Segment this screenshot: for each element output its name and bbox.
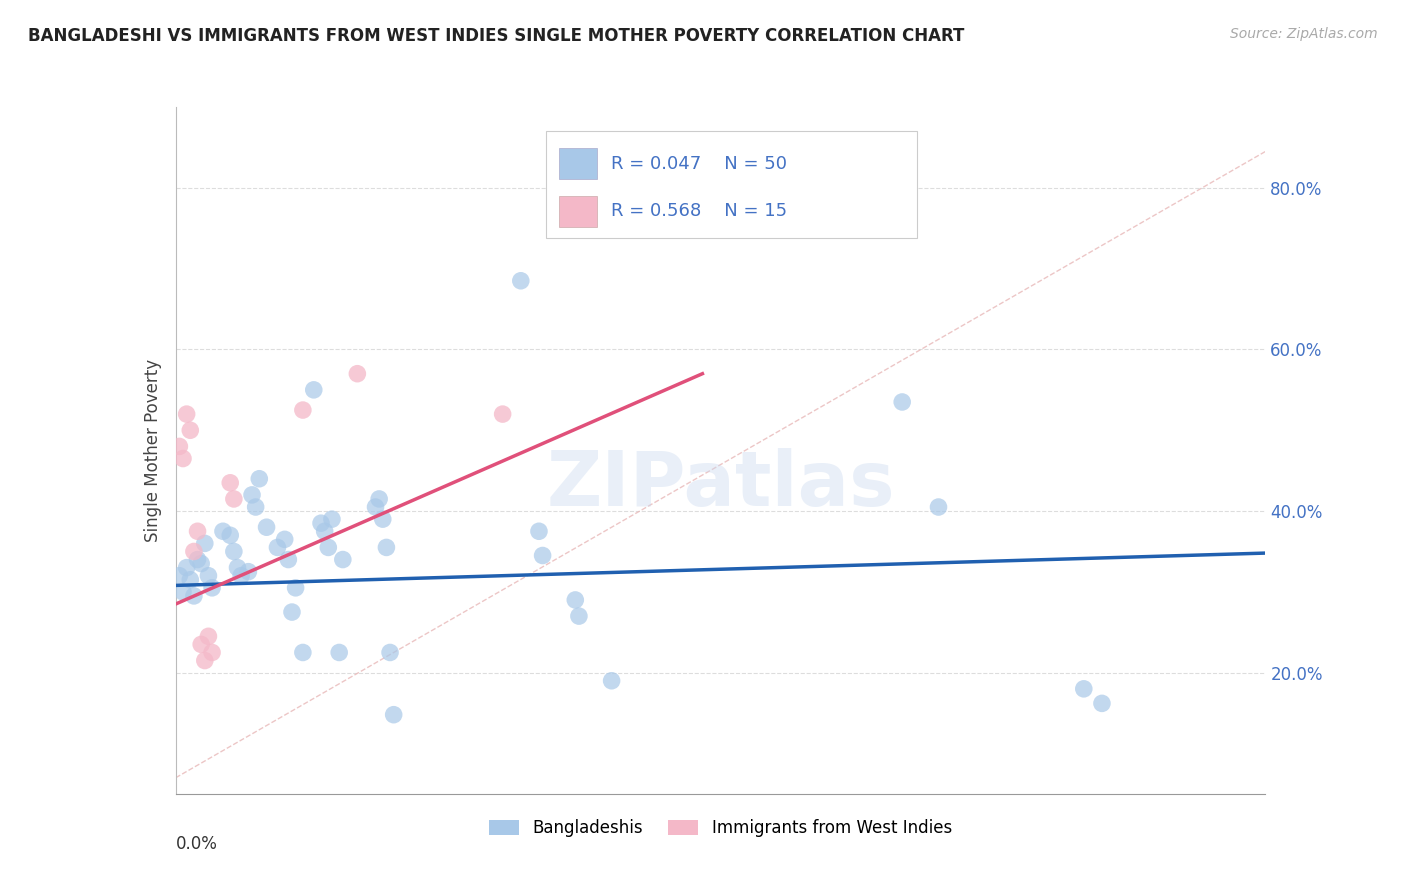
- Legend: Bangladeshis, Immigrants from West Indies: Bangladeshis, Immigrants from West Indie…: [482, 813, 959, 844]
- Point: [172, 585, 194, 599]
- Text: Source: ZipAtlas.com: Source: ZipAtlas.com: [1230, 27, 1378, 41]
- Point: [179, 423, 201, 437]
- Y-axis label: Single Mother Poverty: Single Mother Poverty: [143, 359, 162, 542]
- Point: [328, 645, 350, 659]
- Text: R = 0.568    N = 15: R = 0.568 N = 15: [610, 202, 786, 220]
- Point: [172, 451, 194, 466]
- Point: [186, 524, 209, 539]
- Point: [238, 565, 260, 579]
- Text: BANGLADESHI VS IMMIGRANTS FROM WEST INDIES SINGLE MOTHER POVERTY CORRELATION CHA: BANGLADESHI VS IMMIGRANTS FROM WEST INDI…: [28, 27, 965, 45]
- Point: [928, 500, 950, 514]
- Point: [284, 581, 307, 595]
- Point: [183, 544, 205, 558]
- Point: [176, 407, 198, 421]
- Point: [564, 593, 586, 607]
- Point: [201, 645, 224, 659]
- Point: [231, 568, 253, 582]
- Text: 0.0%: 0.0%: [176, 835, 218, 853]
- Point: [226, 560, 249, 574]
- Point: [219, 475, 242, 490]
- Bar: [560, 148, 598, 179]
- Point: [222, 491, 245, 506]
- Point: [176, 560, 198, 574]
- Bar: [560, 196, 598, 227]
- Point: [245, 500, 267, 514]
- Point: [891, 395, 914, 409]
- Point: [1073, 681, 1095, 696]
- Point: [314, 524, 336, 539]
- Point: [332, 552, 354, 566]
- Text: R = 0.047    N = 50: R = 0.047 N = 50: [610, 154, 786, 172]
- Point: [256, 520, 278, 534]
- Point: [321, 512, 343, 526]
- Point: [291, 403, 314, 417]
- Point: [382, 707, 405, 722]
- Point: [222, 544, 245, 558]
- FancyBboxPatch shape: [546, 131, 917, 237]
- Point: [240, 488, 263, 502]
- Point: [368, 491, 391, 506]
- Point: [302, 383, 325, 397]
- Point: [309, 516, 332, 531]
- Point: [1091, 697, 1114, 711]
- Point: [266, 541, 288, 555]
- Point: [197, 568, 219, 582]
- Point: [378, 645, 401, 659]
- Point: [247, 472, 270, 486]
- Point: [492, 407, 515, 421]
- Point: [291, 645, 314, 659]
- Point: [509, 274, 531, 288]
- Point: [194, 654, 217, 668]
- Point: [600, 673, 623, 688]
- Point: [190, 637, 212, 651]
- Point: [527, 524, 550, 539]
- Point: [346, 367, 368, 381]
- Point: [169, 439, 191, 453]
- Text: ZIPatlas: ZIPatlas: [547, 448, 894, 522]
- Point: [190, 557, 212, 571]
- Point: [318, 541, 340, 555]
- Point: [568, 609, 591, 624]
- Point: [274, 533, 297, 547]
- Point: [375, 541, 398, 555]
- Point: [364, 500, 387, 514]
- Point: [179, 573, 201, 587]
- Point: [371, 512, 394, 526]
- Point: [201, 581, 224, 595]
- Point: [281, 605, 304, 619]
- Point: [531, 549, 554, 563]
- Point: [186, 552, 209, 566]
- Point: [194, 536, 217, 550]
- Point: [277, 552, 299, 566]
- Point: [197, 629, 219, 643]
- Point: [169, 568, 191, 582]
- Point: [183, 589, 205, 603]
- Point: [219, 528, 242, 542]
- Point: [212, 524, 235, 539]
